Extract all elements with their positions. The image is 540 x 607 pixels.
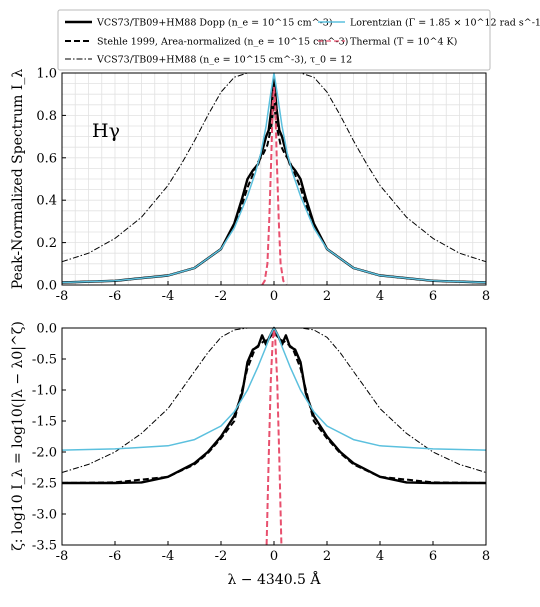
y-tick-label: -0.5 (32, 353, 57, 368)
y-tick-label: 0.0 (36, 279, 57, 294)
x-tick-label: 4 (376, 289, 384, 304)
series-line-0 (62, 326, 486, 485)
bottom-ticks: -8 -6 -4 -2 0 2 4 6 8 0.0 -0.5 -1.0 -1.5 -2.0 -2.5 -3.0… (32, 322, 490, 565)
series-line-2 (61, 327, 487, 473)
y-tick-label: -1.5 (32, 415, 57, 430)
y-tick-label: 0.2 (36, 236, 57, 251)
x-tick-label: 8 (482, 289, 490, 304)
legend-label-vcs-tau: VCS73/TB09+HM88 (n_e = 10^15 cm^-3), τ_0… (96, 55, 352, 66)
x-tick-label: 2 (323, 289, 331, 304)
x-tick-label: -4 (162, 549, 175, 564)
x-tick-label: 4 (376, 549, 384, 564)
bottom-series (61, 326, 487, 546)
legend-label-thermal: Thermal (T = 10^4 K) (350, 37, 457, 48)
x-tick-label: 8 (482, 549, 490, 564)
x-tick-label: -6 (109, 289, 122, 304)
x-tick-label: -8 (56, 549, 69, 564)
legend-label-stehle: Stehle 1999, Area-normalized (n_e = 10^1… (97, 37, 348, 48)
x-tick-label: 0 (270, 549, 278, 564)
x-tick-label: -2 (215, 549, 228, 564)
legend: VCS73/TB09+HM88 Dopp (n_e = 10^15 cm^-3)… (57, 9, 540, 71)
top-ylabel: Peak-Normalized Spectrum I_λ (10, 69, 26, 290)
y-tick-label: -2.0 (32, 446, 57, 461)
x-tick-label: -6 (109, 549, 122, 564)
y-tick-label: 0.8 (36, 109, 57, 124)
x-tick-label: 6 (429, 289, 437, 304)
y-tick-label: 1.0 (36, 67, 57, 82)
bottom-xlabel: λ − 4340.5 Å (227, 570, 321, 588)
y-tick-label: -3.0 (32, 508, 57, 523)
legend-label-vcs-dopp: VCS73/TB09+HM88 Dopp (n_e = 10^15 cm^-3) (96, 18, 333, 29)
top-ticks: -8 -6 -4 -2 0 2 4 6 8 0.0 0.2 0.4 0.6 0.8 1.0 (36, 67, 490, 305)
y-tick-label: 0.6 (36, 151, 57, 166)
series-line-4 (265, 328, 283, 546)
series-line-1 (61, 330, 487, 484)
bottom-panel: -8 -6 -4 -2 0 2 4 6 8 0.0 -0.5 -1.0 -1.5 -2.0 -2.5 -3.0… (10, 321, 490, 588)
y-tick-label: 0.4 (36, 194, 57, 209)
series-line-4 (261, 86, 287, 286)
legend-box (57, 9, 491, 71)
y-tick-label: -3.5 (32, 539, 57, 554)
x-tick-label: 6 (429, 549, 437, 564)
top-panel: -8 -6 -4 -2 0 2 4 6 8 0.0 0.2 0.4 0.6 0.8 1.0 Hγ Peak-… (10, 67, 490, 305)
bottom-axes-frame (61, 327, 487, 546)
legend-label-lorentzian: Lorentzian (Γ = 1.85 × 10^12 rad s^-1) (350, 18, 540, 29)
x-tick-label: -2 (215, 289, 228, 304)
x-tick-label: -4 (162, 289, 175, 304)
x-tick-label: -8 (56, 289, 69, 304)
line-annotation: Hγ (92, 120, 120, 142)
x-tick-label: 0 (270, 289, 278, 304)
y-tick-label: -2.5 (32, 477, 57, 492)
y-tick-label: 0.0 (36, 322, 57, 337)
bottom-ylabel: ζ: log10 I_λ = log10(|λ − λ0|^ζ) (10, 321, 26, 551)
series-line-3 (61, 327, 487, 451)
y-tick-label: -1.0 (32, 384, 57, 399)
x-tick-label: 2 (323, 549, 331, 564)
